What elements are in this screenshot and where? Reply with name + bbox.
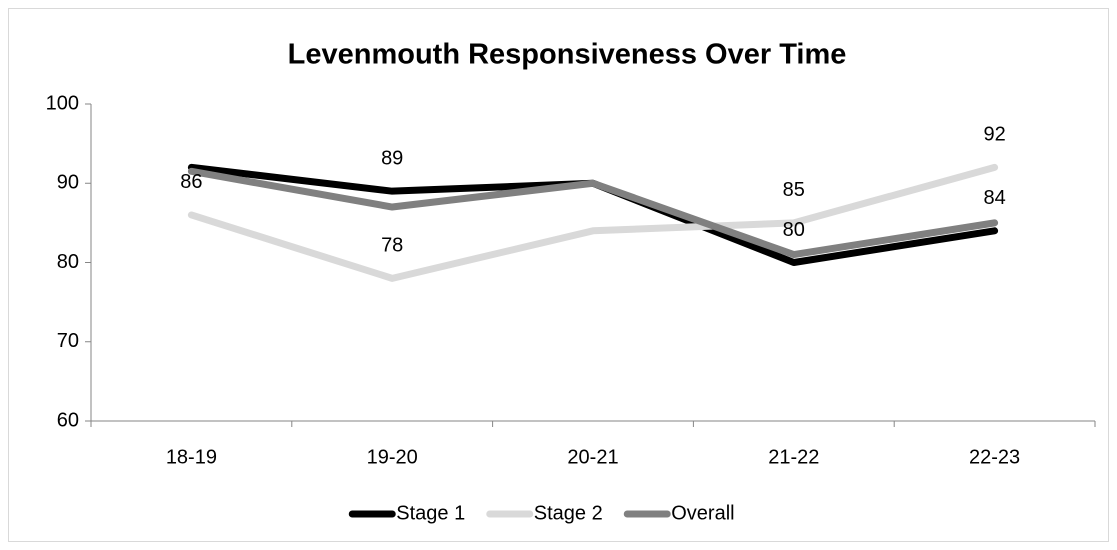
x-tick-label: 22-23 bbox=[969, 446, 1020, 468]
x-tick-label: 19-20 bbox=[367, 446, 418, 468]
chart-title: Levenmouth Responsiveness Over Time bbox=[288, 39, 847, 71]
data-label: 89 bbox=[381, 147, 403, 169]
y-tick-label: 80 bbox=[57, 251, 79, 273]
y-tick-label: 70 bbox=[57, 330, 79, 352]
series-line bbox=[187, 167, 999, 259]
data-label: 85 bbox=[783, 179, 805, 201]
x-tick-label: 21-22 bbox=[768, 446, 819, 468]
x-tick-label: 20-21 bbox=[567, 446, 618, 468]
data-label: 92 bbox=[983, 124, 1005, 146]
y-tick-label: 90 bbox=[57, 172, 79, 194]
data-label: 80 bbox=[783, 219, 805, 241]
y-tick-label: 60 bbox=[57, 409, 79, 431]
y-tick-label: 100 bbox=[46, 92, 79, 114]
legend-label: Stage 2 bbox=[534, 502, 603, 524]
data-label: 86 bbox=[180, 171, 202, 193]
series-line bbox=[187, 163, 999, 282]
chart-border bbox=[8, 8, 1109, 542]
x-tick-label: 18-19 bbox=[166, 446, 217, 468]
legend-label: Overall bbox=[671, 502, 734, 524]
legend-label: Stage 1 bbox=[396, 502, 465, 524]
data-label: 78 bbox=[381, 235, 403, 257]
data-label: 84 bbox=[983, 187, 1005, 209]
